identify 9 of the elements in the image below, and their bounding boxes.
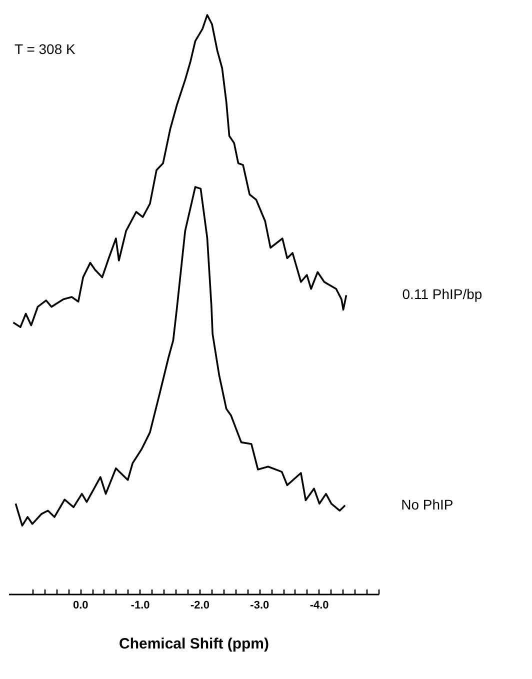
x-tick-label: 0.0 (72, 600, 88, 612)
x-tick-label: -2.0 (190, 600, 210, 612)
text: No PhIP (401, 496, 454, 512)
x-axis-title: Chemical Shift (ppm) (118, 636, 270, 652)
x-tick-label: -3.0 (250, 600, 270, 612)
x-tick-label: -4.0 (310, 600, 329, 612)
text: 0.11 PhIP/bp (402, 286, 482, 302)
x-tick-label: -1.0 (130, 600, 150, 612)
annotation: T = 308 K (14, 41, 76, 57)
